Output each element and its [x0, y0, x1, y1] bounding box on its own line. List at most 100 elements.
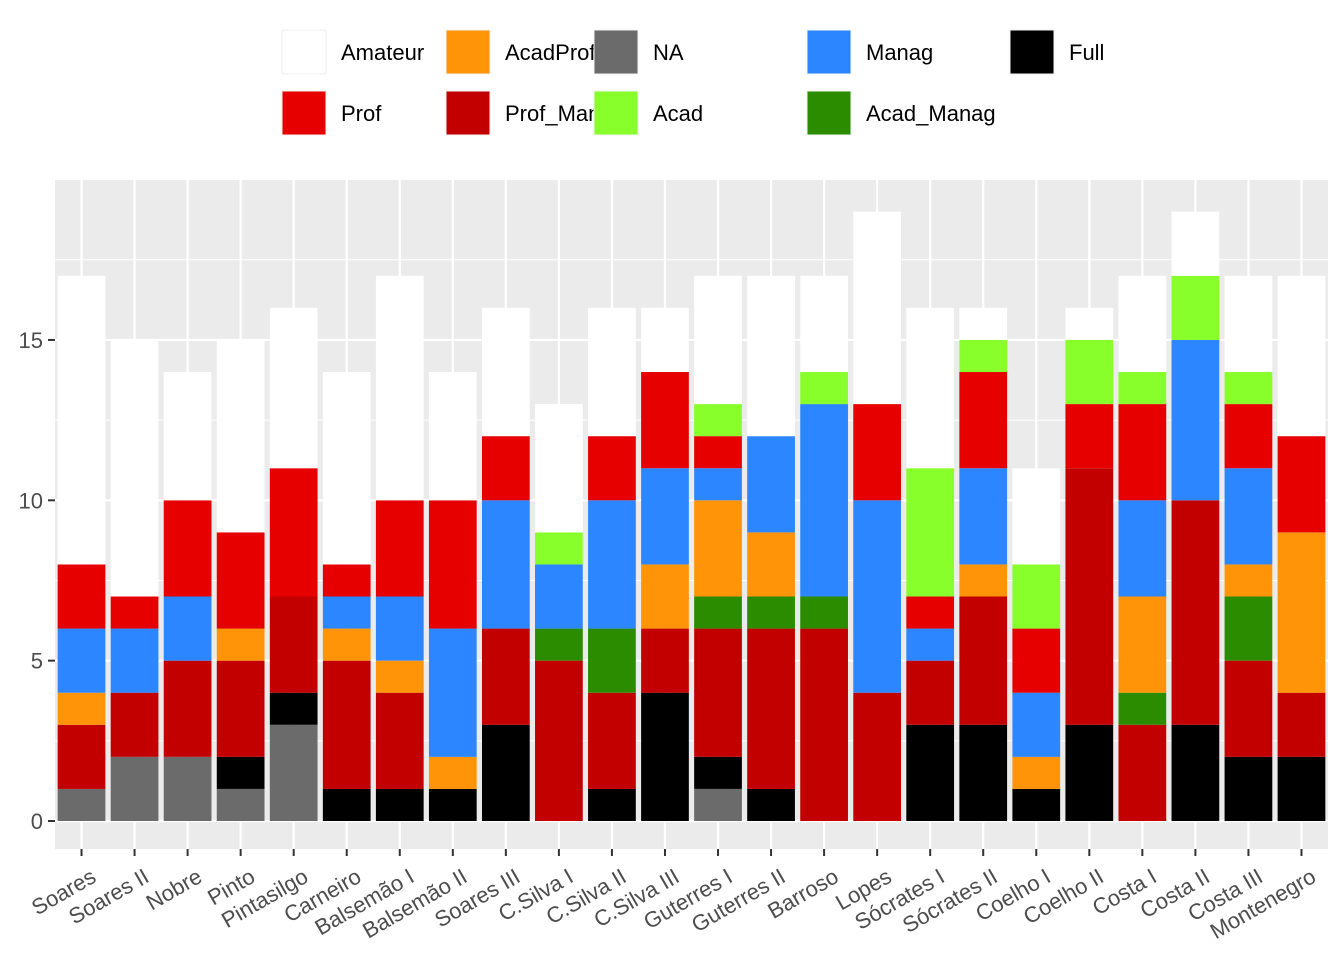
- bar-segment-coelho-i-amateur: [1012, 468, 1061, 565]
- plot-panel: [55, 180, 1328, 849]
- bar-stack-c-silva-iii: [641, 307, 689, 821]
- y-tick-label: 0: [31, 809, 43, 834]
- legend-item-acad-manag: Acad_Manag: [806, 90, 996, 136]
- bar-segment-carneiro-acadprof: [322, 628, 371, 661]
- bar-segment-s-crates-i-prof-manag: [906, 660, 955, 725]
- bar-segment-guterres-i-acad-manag: [694, 596, 742, 629]
- bar-segment-s-crates-ii-acadprof: [959, 564, 1008, 597]
- bar-segment-balsem-o-ii-amateur: [428, 372, 477, 501]
- bar-segment-soares-ii-na: [110, 756, 159, 821]
- legend-key-amateur: [281, 29, 327, 75]
- bar-segment-balsem-o-i-amateur: [375, 275, 424, 501]
- bar-segment-guterres-ii-amateur: [747, 275, 795, 437]
- bar-segment-nobre-prof: [163, 500, 212, 597]
- bar-segment-s-crates-ii-acad: [959, 339, 1008, 373]
- bar-segment-lopes-prof: [853, 404, 902, 501]
- bar-segment-soares-ii-manag: [110, 628, 159, 693]
- bar-segment-guterres-ii-acad-manag: [747, 596, 795, 629]
- bar-stack-montenegro: [1277, 275, 1326, 821]
- bar-segment-pinto-na: [216, 788, 265, 821]
- bar-stack-carneiro: [322, 372, 371, 821]
- bar-stack-pinto: [216, 339, 265, 821]
- bar-segment-costa-iii-prof: [1224, 404, 1273, 469]
- bar-segment-guterres-ii-full: [747, 788, 795, 821]
- bar-segment-costa-ii-acad: [1171, 275, 1220, 340]
- bar-segment-s-crates-i-full: [906, 724, 955, 821]
- bar-segment-costa-ii-full: [1171, 724, 1220, 821]
- bar-stack-guterres-ii: [747, 275, 795, 821]
- legend-label-na: NA: [653, 40, 684, 65]
- bar-segment-pinto-amateur: [216, 339, 265, 533]
- bar-segment-soares-iii-prof-manag: [481, 628, 530, 725]
- bar-segment-costa-ii-amateur: [1171, 211, 1220, 276]
- legend-key-na: [593, 29, 639, 75]
- bar-segment-carneiro-amateur: [322, 372, 371, 565]
- bar-stack-soares: [57, 275, 106, 821]
- bar-segment-costa-iii-full: [1224, 756, 1273, 821]
- bar-segment-guterres-ii-manag: [747, 436, 795, 533]
- bar-segment-nobre-amateur: [163, 372, 212, 501]
- bar-segment-s-crates-ii-full: [959, 724, 1008, 821]
- bar-segment-montenegro-prof-manag: [1277, 692, 1326, 757]
- legend-key-acad-manag: [806, 90, 852, 136]
- bar-segment-c-silva-ii-acad-manag: [588, 628, 636, 693]
- bar-segment-balsem-o-ii-acadprof: [428, 756, 477, 789]
- bar-segment-s-crates-i-acad: [906, 468, 955, 597]
- legend-key-acadprof: [445, 29, 491, 75]
- bar-segment-pintasilgo-prof-manag: [269, 596, 318, 693]
- bar-segment-guterres-i-full: [694, 756, 742, 789]
- bar-segment-montenegro-full: [1277, 756, 1326, 821]
- legend-item-amateur: Amateur: [281, 29, 424, 75]
- bar-stack-pintasilgo: [269, 307, 318, 821]
- bar-segment-c-silva-i-manag: [535, 564, 583, 629]
- bar-stack-c-silva-ii: [588, 307, 636, 821]
- bar-segment-pinto-prof: [216, 532, 265, 629]
- bar-segment-coelho-i-manag: [1012, 692, 1061, 757]
- legend-key-manag: [806, 29, 852, 75]
- bar-segment-costa-iii-prof-manag: [1224, 660, 1273, 757]
- bar-segment-costa-i-prof: [1118, 404, 1167, 501]
- bar-segment-coelho-ii-amateur: [1065, 307, 1114, 340]
- bar-segment-balsem-o-ii-prof: [428, 500, 477, 629]
- bar-segment-soares-iii-prof: [481, 436, 530, 501]
- bar-segment-soares-prof: [57, 564, 106, 629]
- bar-stack-coelho-i: [1012, 468, 1061, 821]
- x-tick-label-nobre: Nobre: [142, 864, 206, 916]
- legend-key-prof-manag: [445, 90, 491, 136]
- legend-label-amateur: Amateur: [341, 40, 424, 65]
- bar-stack-guterres-i: [694, 275, 742, 821]
- bar-segment-soares-manag: [57, 628, 106, 693]
- bar-segment-guterres-i-prof-manag: [694, 628, 742, 757]
- bar-segment-barroso-acad: [800, 372, 848, 405]
- bar-segment-costa-iii-amateur: [1224, 275, 1273, 373]
- bar-segment-pinto-acadprof: [216, 628, 265, 661]
- bar-segment-balsem-o-i-full: [375, 788, 424, 821]
- bar-segment-costa-i-amateur: [1118, 275, 1167, 373]
- bar-stack-s-crates-ii: [959, 307, 1008, 821]
- legend: AmateurProfAcadProfProf_ManagNAAcadManag…: [281, 29, 1104, 136]
- bar-stack-lopes: [853, 211, 902, 821]
- bar-segment-soares-iii-full: [481, 724, 530, 821]
- bar-segment-coelho-i-full: [1012, 788, 1061, 821]
- bar-segment-carneiro-prof-manag: [322, 660, 371, 789]
- bar-stack-soares-iii: [481, 307, 530, 821]
- legend-item-acadprof: AcadProf: [445, 29, 596, 75]
- bar-segment-coelho-i-acadprof: [1012, 756, 1061, 789]
- bar-segment-montenegro-amateur: [1277, 275, 1326, 437]
- bar-segment-coelho-ii-acad: [1065, 339, 1114, 405]
- bar-segment-c-silva-ii-prof: [588, 436, 636, 501]
- bar-segment-c-silva-ii-full: [588, 788, 636, 821]
- legend-label-full: Full: [1069, 40, 1104, 65]
- bar-segment-costa-i-acad: [1118, 372, 1167, 405]
- bar-segment-pinto-prof-manag: [216, 660, 265, 757]
- bar-stack-balsem-o-i: [375, 275, 424, 821]
- bar-segment-coelho-ii-prof-manag: [1065, 468, 1114, 725]
- bar-segment-guterres-ii-prof-manag: [747, 628, 795, 789]
- bar-segment-lopes-manag: [853, 500, 902, 693]
- bar-segment-costa-iii-acad-manag: [1224, 596, 1273, 661]
- bar-segment-c-silva-ii-prof-manag: [588, 692, 636, 789]
- bar-segment-c-silva-iii-full: [641, 692, 689, 821]
- legend-item-na: NA: [593, 29, 684, 75]
- y-axis: 0 5 10 15: [19, 328, 55, 834]
